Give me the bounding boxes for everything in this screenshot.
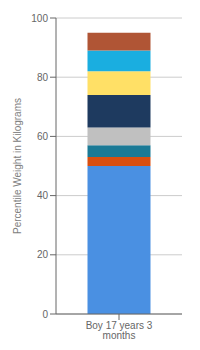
- svg-text:40: 40: [37, 190, 49, 201]
- svg-text:0: 0: [42, 309, 48, 320]
- svg-text:100: 100: [31, 13, 48, 24]
- svg-text:Percentile Weight in Kilograms: Percentile Weight in Kilograms: [12, 98, 23, 234]
- svg-text:Boy 17 years 3months: Boy 17 years 3months: [86, 320, 153, 341]
- svg-text:80: 80: [37, 72, 49, 83]
- svg-text:20: 20: [37, 249, 49, 260]
- svg-text:60: 60: [37, 131, 49, 142]
